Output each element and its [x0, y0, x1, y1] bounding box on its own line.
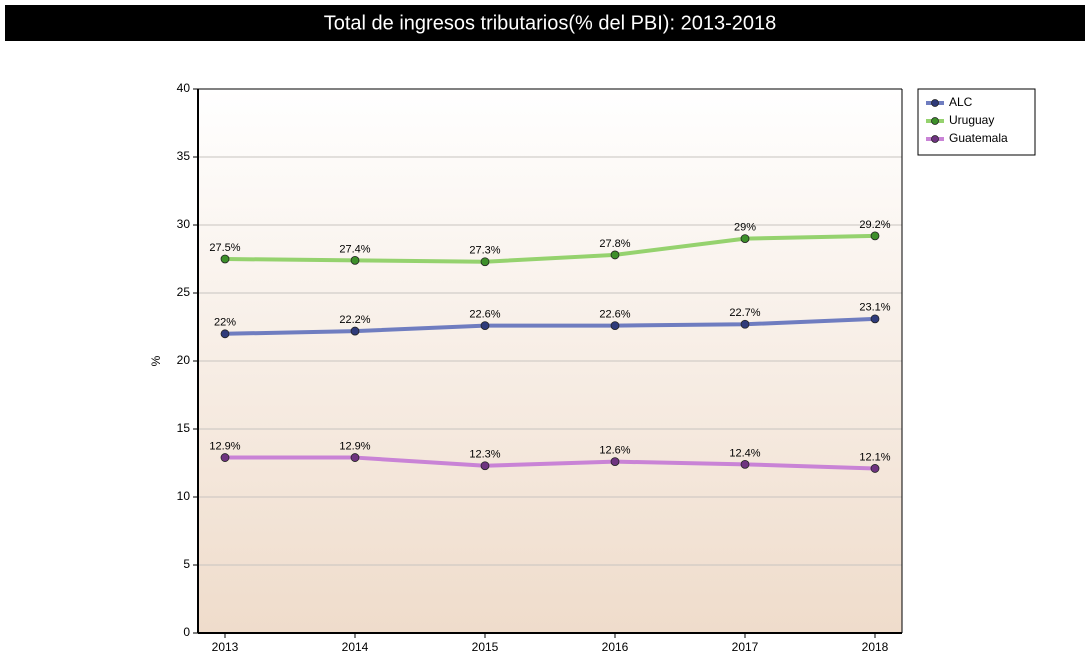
data-label: 12.4%: [729, 447, 760, 459]
data-point: [870, 314, 880, 324]
legend-label: Guatemala: [949, 131, 1008, 145]
x-tick-label: 2017: [732, 640, 759, 654]
data-point: [220, 329, 230, 339]
data-label: 12.9%: [209, 440, 240, 452]
data-label: 12.6%: [599, 445, 630, 457]
series-line: [225, 455, 876, 471]
y-axis-label: %: [149, 355, 163, 366]
y-tick-label: 30: [177, 217, 191, 231]
data-point: [350, 453, 360, 462]
data-point: [350, 255, 360, 265]
data-label: 29.2%: [859, 219, 890, 231]
data-point: [740, 459, 750, 469]
data-label: 27.3%: [469, 245, 500, 257]
data-point: [610, 457, 620, 467]
data-point: [480, 257, 490, 267]
series-line: [224, 233, 876, 264]
y-tick-label: 0: [183, 625, 190, 639]
data-label: 27.8%: [599, 238, 630, 250]
data-point: [350, 326, 360, 336]
data-label: 22.7%: [729, 307, 760, 319]
data-point: [220, 453, 230, 462]
y-tick-label: 35: [177, 149, 191, 163]
x-tick-label: 2018: [862, 640, 889, 654]
y-tick-label: 15: [177, 421, 191, 435]
data-point: [610, 321, 620, 331]
chart-title: Total de ingresos tributarios(% del PBI)…: [324, 12, 776, 34]
data-point: [870, 231, 880, 241]
y-tick-label: 40: [177, 81, 191, 95]
data-label: 12.1%: [859, 451, 890, 463]
data-label: 22%: [214, 317, 236, 329]
data-point: [740, 234, 750, 244]
data-point: [610, 250, 620, 260]
data-label: 29%: [734, 222, 756, 234]
legend-marker: [931, 117, 939, 125]
y-tick-label: 5: [183, 557, 190, 571]
y-tick-label: 10: [177, 489, 191, 503]
x-tick-label: 2016: [602, 640, 629, 654]
data-point: [480, 321, 490, 331]
legend-label: ALC: [949, 95, 973, 109]
data-label: 12.9%: [339, 440, 370, 452]
x-tick-label: 2013: [212, 640, 239, 654]
data-point: [220, 254, 230, 264]
x-tick-label: 2014: [342, 640, 369, 654]
y-tick-label: 20: [177, 353, 191, 367]
legend-marker: [931, 135, 939, 143]
data-point: [480, 461, 490, 471]
data-label: 12.3%: [469, 449, 500, 461]
legend-label: Uruguay: [949, 113, 994, 127]
data-label: 27.4%: [339, 243, 370, 255]
data-point: [870, 464, 880, 473]
y-tick-label: 25: [177, 285, 191, 299]
data-label: 27.5%: [209, 242, 240, 254]
data-label: 22.6%: [469, 309, 500, 321]
data-point: [740, 319, 750, 329]
data-label: 23.1%: [859, 302, 890, 314]
title-bar: [5, 5, 1085, 41]
x-tick-label: 2015: [472, 640, 499, 654]
series-line: [224, 316, 876, 336]
data-label: 22.2%: [339, 314, 370, 326]
legend-marker: [931, 99, 939, 107]
data-label: 22.6%: [599, 309, 630, 321]
